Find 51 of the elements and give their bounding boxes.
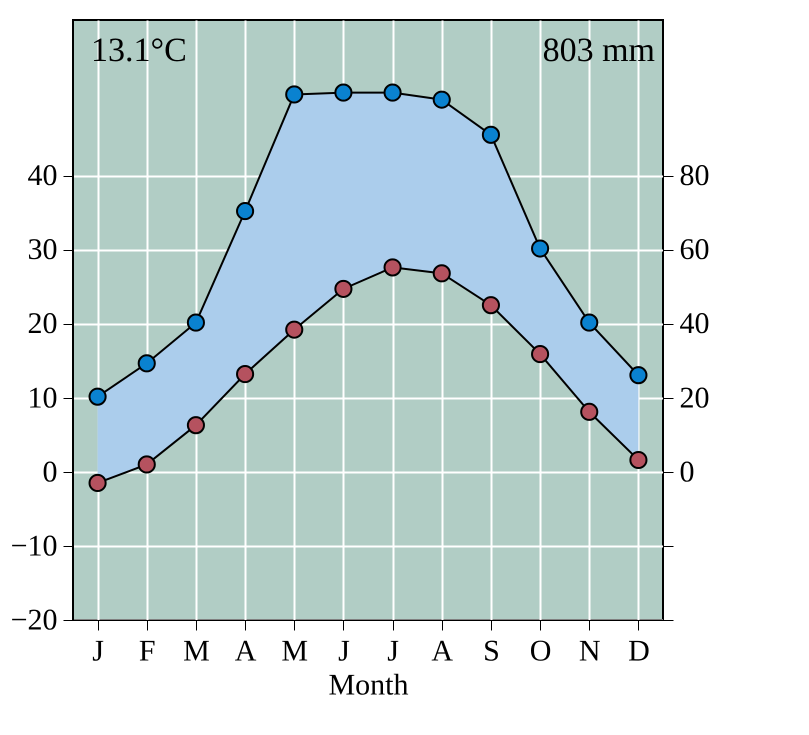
x-tick-label: M bbox=[183, 634, 210, 668]
point bbox=[138, 354, 156, 372]
x-tick-label: N bbox=[578, 634, 601, 668]
point bbox=[531, 239, 550, 258]
y2-tick-label: 40 bbox=[680, 307, 710, 340]
point bbox=[580, 402, 598, 421]
x-tick-label: M bbox=[281, 634, 308, 668]
point bbox=[138, 455, 156, 474]
annotation: 803 mm bbox=[542, 32, 655, 69]
y2-tick-label: 80 bbox=[680, 159, 710, 192]
x-tick-label: A bbox=[431, 634, 454, 668]
y-tick-label: 30 bbox=[28, 233, 58, 266]
x-tick-label: J bbox=[387, 634, 400, 668]
x-tick-label: J bbox=[92, 634, 104, 668]
point bbox=[580, 314, 598, 332]
annotation: 13.1°C bbox=[91, 32, 187, 69]
x-tick-label: O bbox=[530, 634, 552, 668]
x-tick-label: J bbox=[338, 634, 350, 668]
point bbox=[236, 365, 254, 384]
y2-tick-label: 60 bbox=[680, 233, 710, 266]
point bbox=[186, 314, 205, 332]
point bbox=[531, 345, 550, 364]
point bbox=[88, 388, 107, 406]
point bbox=[629, 450, 648, 470]
point bbox=[432, 90, 451, 109]
x-tick-label: F bbox=[138, 634, 156, 668]
point bbox=[285, 85, 304, 104]
point bbox=[334, 280, 352, 298]
point bbox=[88, 474, 107, 492]
y-tick-label: 40 bbox=[28, 159, 58, 192]
point bbox=[285, 320, 304, 339]
y2-tick-label: 20 bbox=[680, 381, 710, 414]
point bbox=[384, 84, 402, 102]
x-tick-label: D bbox=[628, 634, 650, 668]
x-tick-label: A bbox=[234, 634, 257, 668]
point bbox=[629, 366, 648, 384]
y-tick-label: 20 bbox=[28, 307, 58, 340]
point bbox=[186, 416, 205, 434]
y-tick-label: −20 bbox=[10, 604, 58, 636]
x-tick-label: S bbox=[483, 634, 500, 668]
x-axis-title: Month bbox=[328, 668, 409, 702]
y-tick-label: 10 bbox=[28, 381, 58, 414]
point bbox=[384, 258, 402, 276]
point bbox=[482, 296, 500, 314]
y2-tick-label: 0 bbox=[680, 455, 694, 488]
y-tick-label: 0 bbox=[42, 455, 58, 488]
y-tick-label: −10 bbox=[10, 529, 58, 562]
point bbox=[482, 126, 500, 144]
point bbox=[432, 264, 451, 282]
point bbox=[236, 202, 254, 220]
point bbox=[334, 84, 352, 102]
